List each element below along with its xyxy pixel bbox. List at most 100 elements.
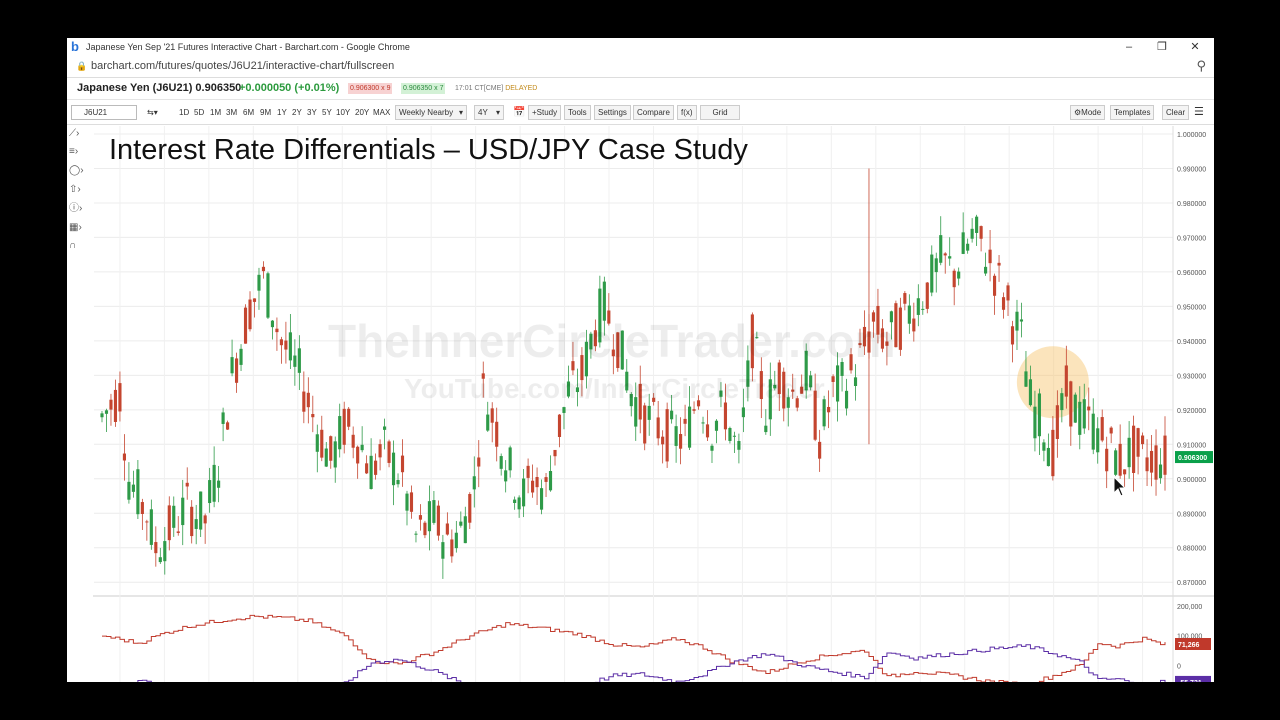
period-1y[interactable]: 1Y <box>277 108 287 117</box>
fx-button[interactable]: f(x) <box>677 105 697 120</box>
study-value-label: -55,731 <box>1178 680 1202 682</box>
candle-body <box>454 532 458 549</box>
chart-area[interactable]: 1.000000 0.990000 0.980000 0.970000 0.960000… <box>93 126 1214 682</box>
search-icon[interactable]: ⚲ <box>1196 58 1206 73</box>
candle-body <box>369 455 373 489</box>
candle-body <box>526 465 530 478</box>
chart-grid <box>93 126 1214 682</box>
candle-body <box>831 376 835 382</box>
period-5y[interactable]: 5Y <box>322 108 332 117</box>
candle-body <box>302 391 306 412</box>
candle-body <box>342 408 346 445</box>
range-select[interactable]: 4Y ▾ <box>474 105 504 120</box>
shape-tool-icon[interactable]: ◯› <box>69 165 84 176</box>
frequency-select[interactable]: Weekly Nearby ▾ <box>395 105 467 120</box>
candle-body <box>257 274 261 291</box>
arrow-tool-icon[interactable]: ⇧› <box>69 184 81 195</box>
close-button[interactable]: ✕ <box>1190 41 1200 53</box>
candle-body <box>1006 285 1010 301</box>
candle-body <box>970 228 974 239</box>
candle-body <box>898 307 902 350</box>
address-bar[interactable]: 🔒 barchart.com/futures/quotes/J6U21/inte… <box>67 56 1214 78</box>
candle-body <box>741 407 745 418</box>
period-max[interactable]: MAX <box>373 108 391 117</box>
candle-body <box>1127 437 1131 468</box>
candle-body <box>513 499 517 504</box>
period-6m[interactable]: 6M <box>243 108 255 117</box>
templates-button[interactable]: Templates <box>1110 105 1155 120</box>
candle-body <box>208 480 212 504</box>
candle-body <box>517 497 521 510</box>
mode-button[interactable]: ⚙Mode <box>1070 105 1106 120</box>
drawing-toolbar: ⟋› ≡› ◯› ⇧› ⓘ› ▦› ∩ <box>67 126 93 682</box>
candle-body <box>248 299 252 330</box>
candle-body <box>539 488 544 510</box>
candle-body <box>374 460 378 475</box>
restore-button[interactable]: ❐ <box>1157 41 1167 53</box>
candle-body <box>315 434 319 452</box>
candle-body <box>508 447 512 471</box>
candle-body <box>602 281 606 321</box>
period-5d[interactable]: 5D <box>194 108 205 117</box>
quote-time-text: 17:01 CT[CME] <box>455 85 504 92</box>
candle-body <box>140 502 144 514</box>
period-20y[interactable]: 20Y <box>355 108 370 117</box>
candle-body <box>562 407 566 413</box>
candle-body <box>1001 297 1006 310</box>
tools-button[interactable]: Tools <box>564 105 591 120</box>
pattern-tool-icon[interactable]: ▦› <box>69 222 82 233</box>
clear-button[interactable]: Clear <box>1162 105 1190 120</box>
study-tick-label: 100,000 <box>1177 634 1202 641</box>
window-title: Japanese Yen Sep '21 Futures Interactive… <box>86 42 410 52</box>
candle-body <box>504 470 508 482</box>
line-tool-icon[interactable]: ⟋› <box>69 128 80 139</box>
candle-body <box>1105 448 1109 472</box>
candle-body <box>275 328 279 333</box>
candle-body <box>194 519 198 529</box>
highlight-circle <box>1016 346 1089 419</box>
period-2y[interactable]: 2Y <box>292 108 302 117</box>
settings-button[interactable]: Settings <box>594 105 631 120</box>
candle-body <box>1015 311 1019 331</box>
menu-icon[interactable]: ☰ <box>1194 106 1204 118</box>
price-chart[interactable]: 1.000000 0.990000 0.980000 0.970000 0.960000… <box>93 126 1214 682</box>
period-1m[interactable]: 1M <box>210 108 222 117</box>
watermark: TheInnerCircleTrader.com <box>328 315 896 367</box>
minimize-button[interactable]: – <box>1125 41 1133 53</box>
candle-body <box>1010 326 1015 345</box>
candle-body <box>553 449 557 457</box>
magnet-icon[interactable]: ∩ <box>69 240 77 251</box>
compare-arrows-icon[interactable]: ⇆▾ <box>147 108 158 117</box>
candle-body <box>885 341 889 346</box>
candle-body <box>988 249 992 264</box>
candle-body <box>773 384 777 389</box>
candle-body <box>136 469 140 515</box>
candle-body <box>1078 401 1082 435</box>
compare-button[interactable]: Compare <box>633 105 674 120</box>
candle-body <box>804 350 808 391</box>
fib-tool-icon[interactable]: ≡› <box>69 146 79 157</box>
period-3m[interactable]: 3M <box>226 108 238 117</box>
period-3y[interactable]: 3Y <box>307 108 317 117</box>
candle-body <box>450 539 454 557</box>
candle-body <box>338 416 342 450</box>
candle-body <box>705 424 710 438</box>
study-button[interactable]: +Study <box>528 105 562 120</box>
annotation-tool-icon[interactable]: ⓘ› <box>69 203 83 214</box>
candle-body <box>800 386 804 394</box>
period-10y[interactable]: 10Y <box>336 108 351 117</box>
candle-body <box>755 337 759 339</box>
candle-body <box>239 348 243 365</box>
symbol-input[interactable] <box>71 105 137 120</box>
candle-body <box>907 305 911 324</box>
quote-header: Japanese Yen (J6U21) 0.906350 +0.000050 … <box>67 78 1214 100</box>
candle-body <box>634 397 638 427</box>
price-tick-label: 0.960000 <box>1177 270 1206 277</box>
grid-button[interactable]: Grid <box>700 105 740 120</box>
calendar-icon[interactable]: 📅 <box>513 107 526 118</box>
period-9m[interactable]: 9M <box>260 108 272 117</box>
period-1d[interactable]: 1D <box>179 108 190 117</box>
candle-body <box>638 383 642 420</box>
browser-window: b Japanese Yen Sep '21 Futures Interacti… <box>67 38 1214 682</box>
url-text[interactable]: barchart.com/futures/quotes/J6U21/intera… <box>91 60 395 72</box>
